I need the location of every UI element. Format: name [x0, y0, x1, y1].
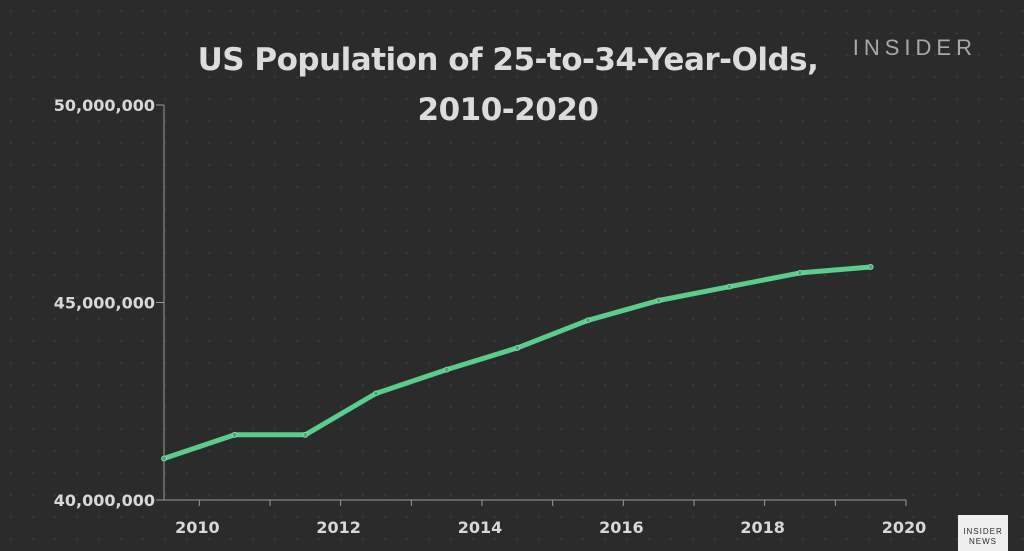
data-point	[514, 345, 521, 351]
news-logo-line-1: INSIDER	[963, 527, 1003, 536]
x-tick-label: 2016	[599, 518, 644, 537]
data-point	[726, 283, 733, 290]
data-point	[373, 390, 379, 397]
data-point	[797, 269, 803, 276]
data-point	[867, 264, 874, 270]
x-tick-label: 2014	[458, 518, 503, 537]
x-tick-label: 2012	[316, 518, 361, 537]
x-tick-label: 2018	[740, 518, 785, 537]
chart-title-line-1: US Population of 25-to-34-Year-Olds,	[197, 42, 819, 78]
data-point	[655, 297, 662, 304]
insider-news-logo: INSIDER NEWS	[958, 515, 1008, 551]
data-point	[161, 455, 167, 462]
data-point	[231, 431, 238, 438]
insider-logo: INSIDER	[852, 35, 977, 60]
y-tick-label: 45,000,000	[54, 294, 155, 313]
x-tick-label: 2010	[175, 518, 220, 537]
data-point	[302, 431, 309, 438]
chart-title-line-2: 2010-2020	[417, 92, 599, 128]
data-point	[585, 317, 591, 324]
x-tick-label: 2020	[882, 518, 927, 537]
series-line	[161, 264, 874, 461]
y-tick-label: 40,000,000	[54, 491, 155, 510]
data-point	[443, 366, 450, 373]
news-logo-line-2: NEWS	[969, 537, 997, 546]
y-tick-label: 50,000,000	[54, 96, 155, 115]
